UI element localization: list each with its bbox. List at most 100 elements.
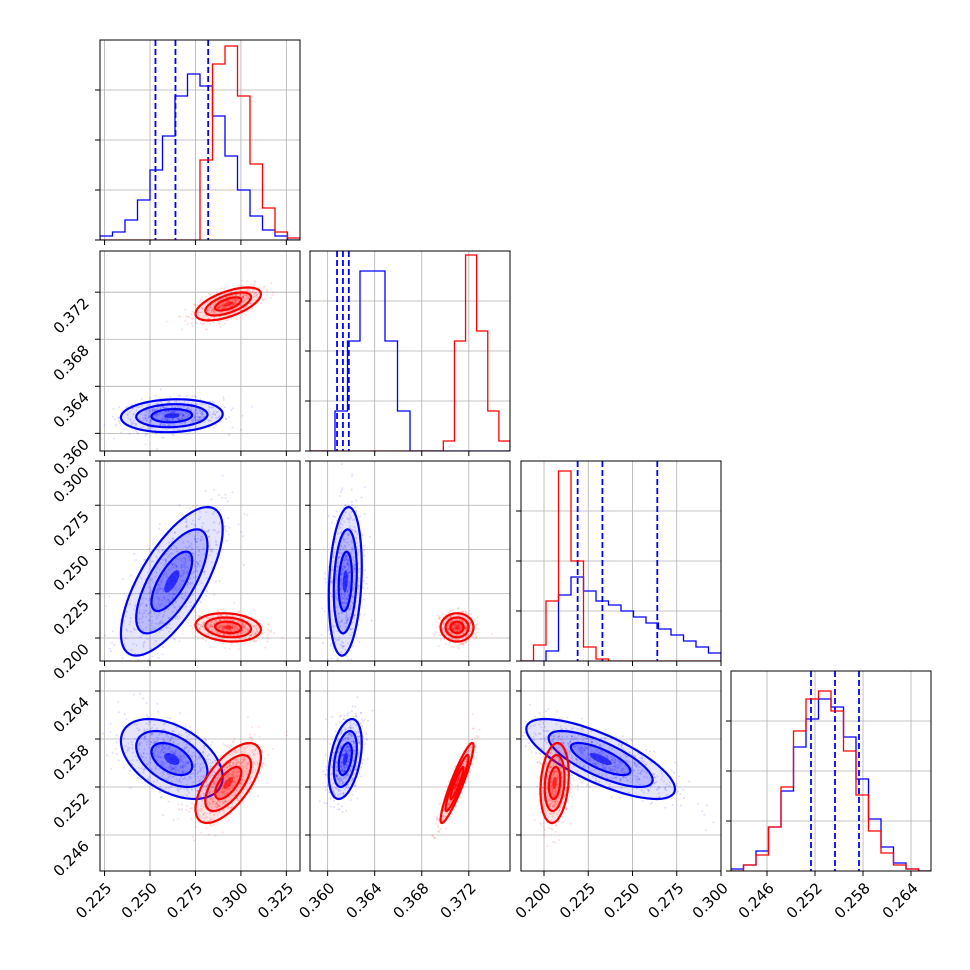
scatter-point bbox=[156, 740, 159, 743]
scatter-point bbox=[205, 827, 208, 830]
scatter-point bbox=[137, 729, 140, 732]
scatter-point bbox=[350, 540, 353, 542]
scatter-point bbox=[455, 633, 457, 636]
scatter-point bbox=[237, 637, 240, 640]
scatter-point bbox=[162, 406, 165, 409]
scatter-point bbox=[452, 627, 455, 630]
scatter-point bbox=[353, 567, 356, 570]
scatter-point bbox=[216, 307, 219, 310]
scatter-point bbox=[199, 416, 202, 418]
scatter-point bbox=[244, 628, 247, 631]
scatter-point bbox=[153, 409, 156, 412]
scatter-point bbox=[164, 410, 167, 413]
scatter-point bbox=[157, 549, 160, 552]
scatter-point bbox=[350, 600, 353, 603]
scatter-point bbox=[204, 632, 207, 635]
scatter-point bbox=[157, 616, 160, 619]
scatter-point bbox=[220, 304, 223, 307]
scatter-point bbox=[328, 633, 331, 636]
scatter-point bbox=[209, 804, 212, 806]
scatter-point bbox=[149, 420, 152, 423]
scatter-point bbox=[130, 741, 133, 743]
scatter-point bbox=[218, 811, 221, 814]
scatter-point bbox=[117, 417, 120, 420]
scatter-point bbox=[234, 749, 236, 752]
scatter-point bbox=[175, 589, 178, 592]
scatter-point bbox=[178, 751, 181, 754]
scatter-point bbox=[234, 638, 237, 641]
scatter-point bbox=[467, 634, 469, 636]
scatter-point bbox=[262, 298, 265, 301]
scatter-point bbox=[182, 541, 185, 544]
scatter-point bbox=[140, 397, 143, 400]
scatter-point bbox=[226, 618, 228, 621]
scatter-point bbox=[216, 805, 219, 808]
scatter-point bbox=[171, 768, 174, 770]
scatter-point bbox=[156, 652, 159, 655]
scatter-point bbox=[150, 741, 153, 744]
scatter-point bbox=[195, 418, 198, 421]
scatter-point bbox=[191, 395, 194, 398]
scatter-point bbox=[185, 731, 188, 734]
scatter-point bbox=[242, 296, 245, 299]
scatter-point bbox=[198, 518, 200, 521]
scatter-point bbox=[166, 733, 169, 736]
scatter-point bbox=[465, 610, 468, 613]
scatter-point bbox=[198, 615, 201, 618]
scatter-point bbox=[115, 734, 118, 736]
scatter-point bbox=[339, 625, 342, 628]
scatter-point bbox=[211, 416, 214, 419]
scatter-point bbox=[243, 294, 246, 297]
scatter-point bbox=[212, 614, 215, 617]
scatter-point bbox=[162, 589, 165, 592]
scatter-point bbox=[220, 627, 223, 630]
scatter-point bbox=[344, 555, 347, 558]
scatter-point bbox=[138, 618, 141, 621]
scatter-point bbox=[142, 615, 144, 618]
scatter-point bbox=[438, 616, 441, 619]
scatter-point bbox=[151, 409, 154, 412]
scatter-point bbox=[335, 574, 338, 577]
scatter-point bbox=[345, 504, 347, 507]
scatter-point bbox=[198, 410, 201, 413]
scatter-point bbox=[153, 724, 156, 726]
scatter-point bbox=[163, 762, 166, 765]
scatter-point bbox=[455, 618, 458, 621]
scatter-point bbox=[210, 406, 213, 409]
scatter-point bbox=[168, 418, 170, 421]
scatter-point bbox=[154, 753, 157, 756]
scatter-point bbox=[147, 740, 150, 742]
scatter-point bbox=[210, 765, 213, 768]
scatter-point bbox=[343, 597, 346, 600]
scatter-point bbox=[175, 587, 177, 590]
scatter-point bbox=[150, 624, 153, 627]
scatter-point bbox=[176, 410, 179, 412]
scatter-point bbox=[149, 757, 152, 760]
scatter-point bbox=[142, 642, 145, 645]
scatter-point bbox=[337, 556, 340, 559]
scatter-point bbox=[459, 629, 461, 631]
scatter-point bbox=[145, 743, 148, 746]
scatter-point bbox=[339, 526, 342, 529]
scatter-point bbox=[170, 411, 173, 413]
scatter-point bbox=[208, 554, 211, 557]
scatter-point bbox=[344, 511, 347, 514]
scatter-point bbox=[142, 645, 145, 648]
scatter-point bbox=[234, 625, 236, 628]
scatter-point bbox=[255, 633, 258, 636]
scatter-point bbox=[346, 537, 349, 540]
scatter-point bbox=[180, 565, 183, 568]
panel-frame bbox=[99, 460, 301, 662]
scatter-point bbox=[156, 402, 159, 405]
scatter-point bbox=[111, 641, 114, 644]
scatter-point bbox=[159, 785, 162, 788]
scatter-point bbox=[161, 646, 164, 648]
scatter-point bbox=[255, 632, 258, 635]
scatter-point bbox=[158, 413, 161, 415]
scatter-point bbox=[250, 634, 253, 637]
scatter-point bbox=[353, 529, 356, 532]
scatter-point bbox=[218, 619, 221, 622]
scatter-point bbox=[346, 589, 349, 592]
scatter-point bbox=[225, 300, 227, 303]
scatter-point bbox=[252, 753, 255, 756]
